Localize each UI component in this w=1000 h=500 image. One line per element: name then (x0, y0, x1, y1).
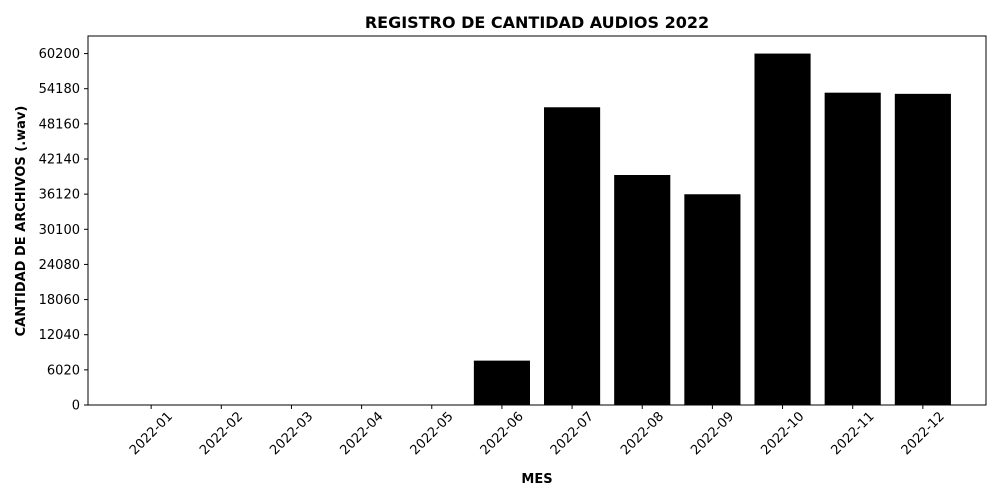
x-tick-label: 2022-04 (337, 409, 386, 458)
y-tick-label: 60200 (39, 47, 80, 62)
bar-2022-06 (474, 361, 530, 405)
y-axis-ticks: 0 6020 12040 18060 24080 30100 36120 42140 48160… (39, 47, 88, 413)
bar-2022-08 (614, 175, 670, 405)
y-tick-label: 12040 (39, 328, 80, 343)
y-tick-label: 42140 (39, 153, 80, 168)
bar-2022-10 (754, 54, 810, 405)
y-tick-label: 30100 (39, 223, 80, 238)
bar-2022-07 (544, 107, 600, 405)
x-tick-label: 2022-08 (618, 409, 667, 458)
x-tick-label: 2022-12 (899, 409, 948, 458)
y-tick-label: 18060 (39, 293, 80, 308)
y-tick-label: 0 (72, 399, 80, 414)
y-tick-label: 24080 (39, 258, 80, 273)
x-tick-label: 2022-05 (408, 409, 457, 458)
y-tick-label: 6020 (47, 363, 80, 378)
x-tick-label: 2022-01 (127, 409, 176, 458)
x-tick-label: 2022-06 (478, 409, 527, 458)
x-axis-label: MES (521, 472, 552, 487)
y-tick-label: 36120 (39, 188, 80, 203)
y-axis-label: CANTIDAD DE ARCHIVOS (.wav) (14, 106, 29, 337)
x-tick-label: 2022-10 (758, 409, 807, 458)
bars-group (474, 54, 951, 405)
x-tick-label: 2022-03 (267, 409, 316, 458)
bar-2022-09 (684, 194, 740, 405)
x-tick-label: 2022-02 (197, 409, 246, 458)
x-tick-label: 2022-11 (829, 409, 878, 458)
bar-2022-11 (825, 93, 881, 405)
x-axis-ticks: 2022-01 2022-02 2022-03 2022-04 2022-05 2022-… (127, 405, 948, 458)
bar-2022-12 (895, 94, 951, 405)
x-tick-label: 2022-09 (688, 409, 737, 458)
y-tick-label: 54180 (39, 82, 80, 97)
chart-title: REGISTRO DE CANTIDAD AUDIOS 2022 (365, 13, 709, 32)
y-tick-label: 48160 (39, 117, 80, 132)
x-tick-label: 2022-07 (548, 409, 597, 458)
